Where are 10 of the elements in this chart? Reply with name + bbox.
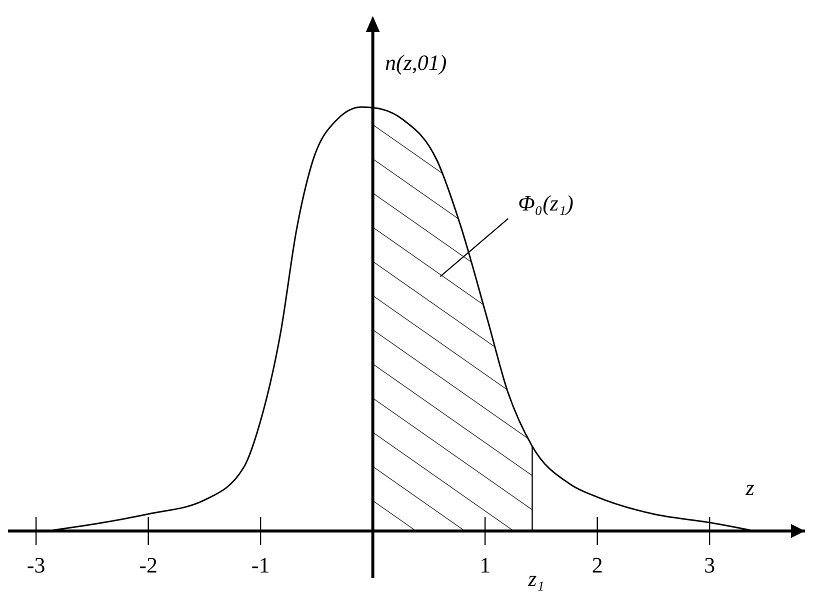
ref-line-label: z₁ (527, 566, 544, 591)
x-axis-title: z (744, 475, 755, 500)
x-tick-label: 3 (704, 552, 716, 578)
x-tick-label: -3 (26, 552, 46, 578)
x-tick-label: -2 (139, 552, 158, 578)
x-tick-label: -1 (251, 552, 270, 578)
annotation: Φ₀(z₁) (518, 190, 574, 216)
x-tick-label: 1 (480, 552, 491, 578)
x-tick-label: 2 (592, 552, 603, 578)
y-axis-title: n(z,01) (385, 50, 447, 75)
